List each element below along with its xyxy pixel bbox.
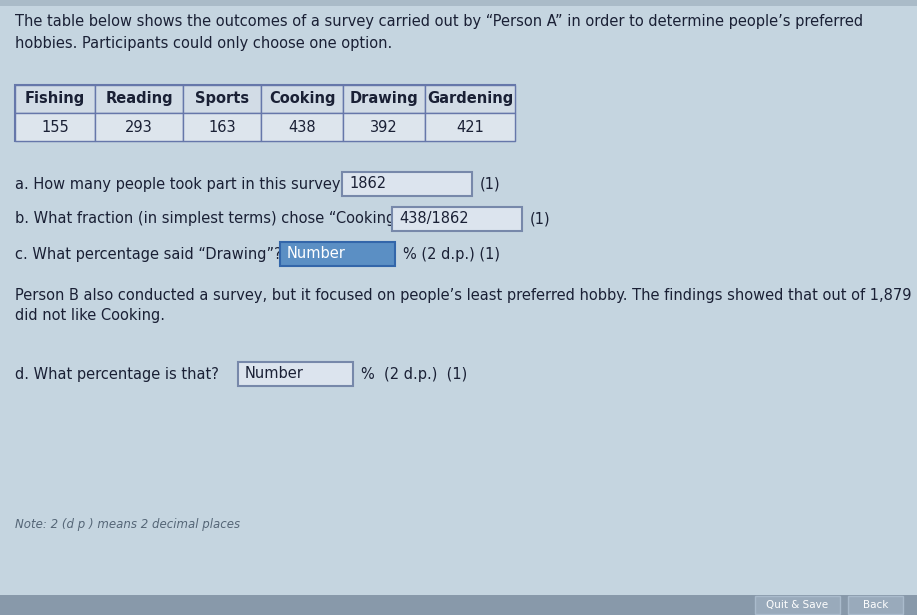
Text: Back: Back: [863, 600, 889, 610]
Bar: [425, 85, 515, 113]
Text: Note: 2 (d p ) means 2 decimal places: Note: 2 (d p ) means 2 decimal places: [15, 518, 240, 531]
Bar: [15, 85, 515, 141]
Text: Drawing: Drawing: [349, 92, 418, 106]
Text: (1): (1): [530, 212, 550, 226]
Text: 438: 438: [288, 119, 315, 135]
Text: 438/1862: 438/1862: [399, 212, 469, 226]
Text: 421: 421: [456, 119, 484, 135]
Bar: [755, 596, 840, 614]
Text: Cooking: Cooking: [269, 92, 336, 106]
Text: Fishing: Fishing: [25, 92, 85, 106]
Text: 392: 392: [370, 119, 398, 135]
Text: b. What fraction (in simplest terms) chose “Cooking”?: b. What fraction (in simplest terms) cho…: [15, 212, 411, 226]
Text: 1862: 1862: [349, 177, 386, 191]
Bar: [392, 207, 522, 231]
Text: Reading: Reading: [105, 92, 172, 106]
Bar: [238, 362, 353, 386]
Text: Quit & Save: Quit & Save: [767, 600, 829, 610]
Bar: [0, 595, 917, 615]
Text: d. What percentage is that?: d. What percentage is that?: [15, 367, 219, 381]
Bar: [848, 596, 903, 614]
Bar: [0, 0, 917, 6]
Text: 293: 293: [125, 119, 153, 135]
Text: 155: 155: [41, 119, 69, 135]
Text: (1): (1): [480, 177, 501, 191]
Bar: [95, 113, 183, 141]
Bar: [342, 172, 472, 196]
Text: a. How many people took part in this survey?: a. How many people took part in this sur…: [15, 177, 348, 191]
Bar: [261, 85, 343, 113]
Bar: [261, 113, 343, 141]
Text: % (2 d.p.) (1): % (2 d.p.) (1): [403, 247, 500, 261]
Text: %  (2 d.p.)  (1): % (2 d.p.) (1): [361, 367, 468, 381]
Bar: [15, 85, 95, 113]
Bar: [343, 85, 425, 113]
Text: Gardening: Gardening: [427, 92, 514, 106]
Text: hobbies. Participants could only choose one option.: hobbies. Participants could only choose …: [15, 36, 392, 51]
Bar: [425, 113, 515, 141]
Text: did not like Cooking.: did not like Cooking.: [15, 308, 165, 323]
Text: Number: Number: [245, 367, 304, 381]
Bar: [343, 113, 425, 141]
Text: Person B also conducted a survey, but it focused on people’s least preferred hob: Person B also conducted a survey, but it…: [15, 288, 917, 303]
Text: The table below shows the outcomes of a survey carried out by “Person A” in orde: The table below shows the outcomes of a …: [15, 14, 863, 29]
Text: c. What percentage said “Drawing”?: c. What percentage said “Drawing”?: [15, 247, 282, 261]
Text: Sports: Sports: [195, 92, 249, 106]
Bar: [95, 85, 183, 113]
Bar: [183, 113, 261, 141]
Text: Number: Number: [287, 247, 346, 261]
Bar: [15, 113, 95, 141]
Bar: [183, 85, 261, 113]
Bar: [280, 242, 395, 266]
Text: 163: 163: [208, 119, 236, 135]
